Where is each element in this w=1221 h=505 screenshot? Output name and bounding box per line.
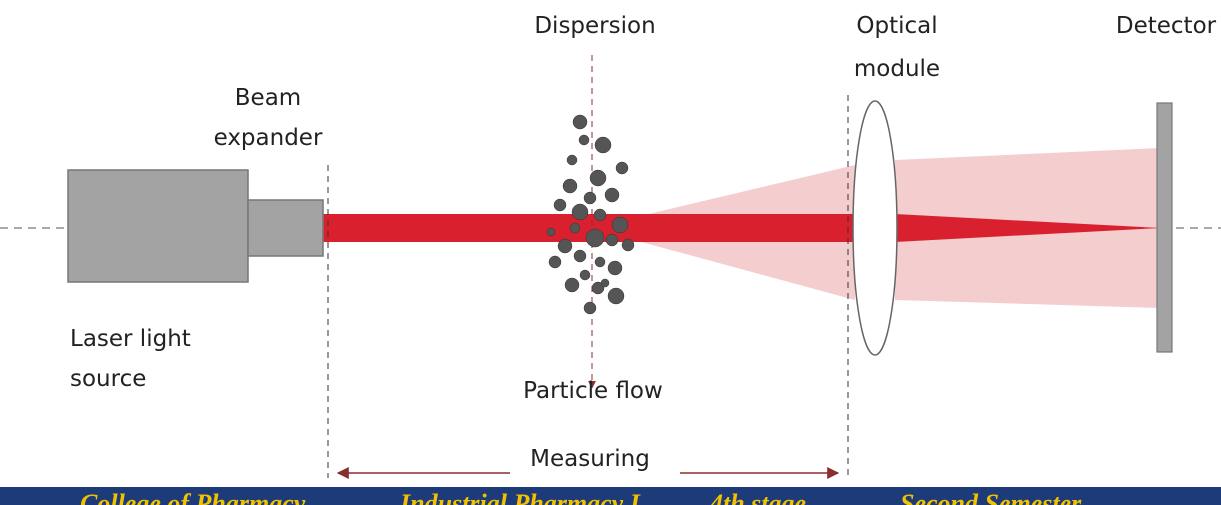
label: expander	[214, 125, 323, 151]
particle	[562, 178, 578, 194]
particle	[572, 114, 588, 130]
particle	[583, 301, 597, 315]
particle	[594, 136, 612, 154]
particle	[591, 281, 605, 295]
particle	[593, 208, 607, 222]
particle	[564, 277, 580, 293]
label: Measuring	[530, 446, 650, 472]
banner-item: Second Semester	[900, 489, 1082, 505]
label: Beam	[235, 85, 301, 111]
laser-source	[67, 169, 249, 283]
particle	[548, 255, 562, 269]
particle	[583, 191, 597, 205]
particle	[553, 198, 567, 212]
banner-item: Industrial Pharmacy I	[399, 489, 641, 505]
particle	[621, 238, 635, 252]
particle	[607, 287, 625, 305]
particle	[615, 161, 629, 175]
banner-text: College of Pharmacy Industrial Pharmacy …	[80, 489, 1082, 505]
label: source	[70, 366, 146, 392]
label: module	[854, 56, 940, 82]
particle	[589, 169, 607, 187]
beam-expander	[247, 199, 324, 257]
label: Dispersion	[534, 13, 655, 39]
particle	[611, 216, 629, 234]
particle	[571, 203, 589, 221]
particle	[600, 278, 610, 288]
particle	[607, 260, 623, 276]
particle	[579, 269, 591, 281]
particle	[557, 238, 573, 254]
particle	[585, 228, 605, 248]
focused-beam	[895, 214, 1160, 242]
lens	[852, 100, 898, 356]
label: Optical	[856, 13, 937, 39]
footer-banner	[0, 487, 1221, 505]
particle	[604, 187, 620, 203]
label: Particle flow	[523, 378, 663, 404]
particle	[605, 233, 619, 247]
particle	[573, 249, 587, 263]
banner-item: College of Pharmacy	[80, 489, 306, 505]
banner-item: 4th stage	[709, 489, 806, 505]
particle	[594, 256, 606, 268]
label: Detector	[1116, 13, 1217, 39]
label: Laser light	[70, 326, 191, 352]
particle	[546, 227, 556, 237]
particle	[578, 134, 590, 146]
particle	[566, 154, 578, 166]
particles	[546, 114, 635, 315]
particle	[569, 222, 581, 234]
detector	[1156, 102, 1173, 353]
